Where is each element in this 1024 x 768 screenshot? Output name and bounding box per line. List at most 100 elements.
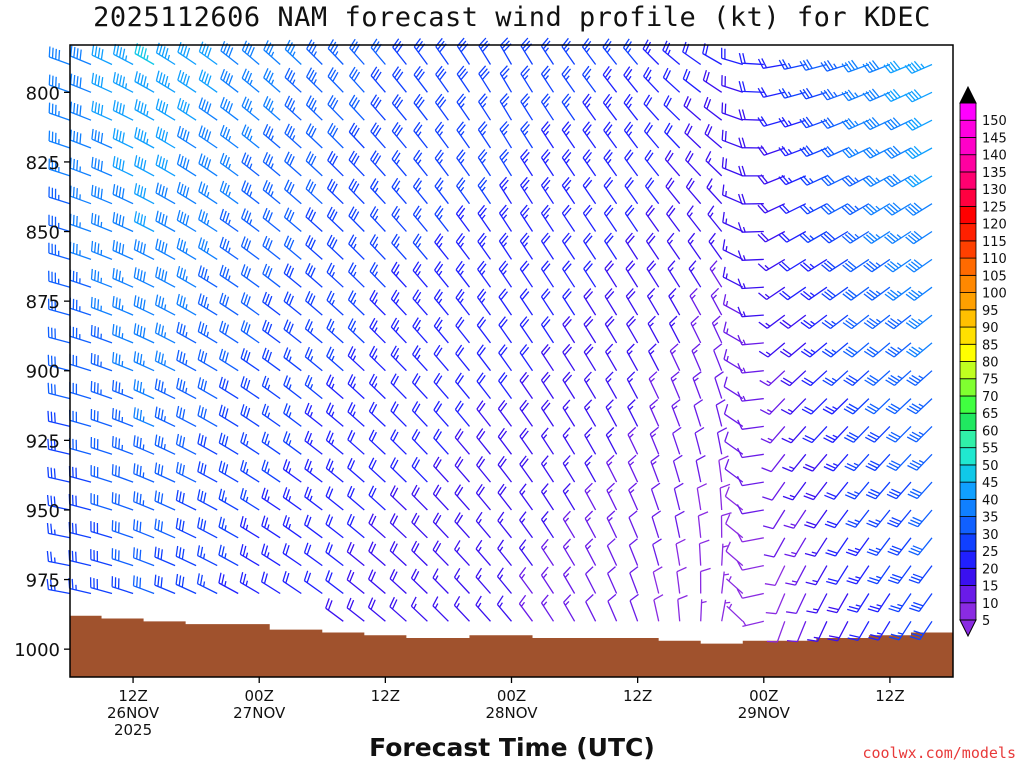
wind-barb bbox=[134, 99, 155, 121]
wind-barb bbox=[91, 156, 113, 177]
wind-barb bbox=[197, 405, 218, 427]
wind-barb bbox=[434, 205, 449, 232]
wind-barb bbox=[433, 456, 449, 483]
wind-barb bbox=[666, 205, 681, 232]
wind-barb bbox=[68, 578, 92, 595]
colorbar-swatch bbox=[959, 481, 977, 500]
wind-barb bbox=[757, 203, 786, 214]
wind-barb bbox=[218, 488, 239, 511]
colorbar-swatch bbox=[959, 412, 977, 431]
wind-barb bbox=[197, 321, 218, 344]
wind-barb bbox=[369, 206, 386, 232]
wind-barb bbox=[762, 481, 786, 501]
wind-barb bbox=[496, 567, 513, 594]
wind-barb bbox=[218, 432, 239, 455]
wind-barb bbox=[497, 455, 513, 483]
wind-barb bbox=[239, 488, 260, 511]
wind-barb bbox=[326, 206, 344, 232]
wind-barb bbox=[624, 177, 639, 205]
wind-barb bbox=[198, 97, 218, 121]
wind-barb bbox=[154, 518, 176, 539]
wind-barb bbox=[563, 594, 576, 622]
colorbar-swatch bbox=[959, 292, 977, 311]
wind-barb bbox=[133, 267, 155, 288]
wind-barb bbox=[802, 425, 828, 444]
wind-barb bbox=[197, 265, 218, 288]
wind-barb bbox=[778, 203, 807, 214]
colorbar-label: 5 bbox=[982, 614, 990, 629]
wind-barb bbox=[498, 204, 513, 232]
wind-barb bbox=[642, 39, 660, 65]
wind-barb bbox=[47, 298, 71, 316]
wind-barb bbox=[370, 150, 386, 177]
wind-barb bbox=[69, 213, 92, 233]
x-tick-label: 12Z bbox=[623, 687, 652, 705]
wind-barb bbox=[669, 343, 681, 371]
wind-barb bbox=[70, 45, 92, 66]
colorbar-swatch bbox=[959, 585, 977, 604]
wind-barb bbox=[583, 371, 597, 399]
wind-barb bbox=[112, 240, 134, 260]
colorbar-label: 80 bbox=[982, 356, 999, 371]
wind-barb bbox=[241, 152, 260, 177]
wind-barb bbox=[176, 125, 197, 149]
wind-barb bbox=[778, 145, 807, 157]
wind-barb bbox=[779, 314, 807, 329]
wind-barb bbox=[111, 520, 134, 539]
wind-barb bbox=[904, 174, 933, 188]
x-tick-label: 12Z bbox=[875, 687, 904, 705]
wind-barb bbox=[240, 404, 260, 427]
wind-barb bbox=[112, 324, 134, 344]
wind-barb bbox=[499, 65, 513, 93]
wind-barb bbox=[475, 567, 491, 594]
wind-barb bbox=[175, 517, 197, 539]
x-axis-label: Forecast Time (UTC) bbox=[369, 733, 655, 762]
wind-barb bbox=[155, 238, 176, 260]
wind-barb bbox=[346, 597, 365, 622]
wind-barb bbox=[736, 588, 764, 599]
wind-barb bbox=[90, 436, 113, 455]
wind-barb bbox=[154, 462, 176, 483]
wind-barb bbox=[47, 326, 71, 344]
wind-barb bbox=[477, 204, 492, 232]
colorbar-label: 130 bbox=[982, 183, 1007, 198]
wind-barb bbox=[519, 316, 534, 344]
wind-barb bbox=[561, 176, 576, 205]
wind-barb bbox=[689, 287, 702, 316]
wind-barb bbox=[348, 94, 365, 121]
colorbar-swatch bbox=[959, 395, 977, 414]
wind-barb bbox=[603, 121, 618, 149]
wind-barb bbox=[411, 373, 428, 400]
wind-barb bbox=[48, 186, 71, 205]
wind-barb bbox=[785, 565, 807, 586]
wind-barb bbox=[713, 343, 723, 371]
colorbar-swatch bbox=[959, 378, 977, 397]
wind-barb bbox=[218, 544, 239, 567]
wind-barb bbox=[842, 314, 870, 330]
wind-barb bbox=[884, 314, 912, 330]
wind-barb bbox=[800, 314, 828, 330]
colorbar-label: 20 bbox=[982, 562, 999, 577]
wind-barb bbox=[432, 596, 449, 622]
wind-barb bbox=[89, 577, 113, 595]
wind-barb bbox=[391, 177, 407, 205]
wind-barb bbox=[519, 427, 534, 455]
wind-barb bbox=[133, 323, 155, 344]
wind-barb bbox=[305, 151, 323, 177]
wind-barb bbox=[90, 352, 113, 372]
y-tick-label: 875 bbox=[26, 292, 60, 313]
wind-barb bbox=[303, 542, 323, 567]
wind-barb bbox=[175, 545, 197, 567]
wind-barb bbox=[607, 593, 618, 622]
wind-barb bbox=[864, 425, 891, 443]
wind-barb bbox=[907, 453, 933, 471]
wind-barb bbox=[708, 232, 723, 260]
wind-barb bbox=[369, 234, 386, 260]
wind-barb bbox=[862, 60, 891, 74]
wind-barb bbox=[282, 543, 302, 567]
wind-barb bbox=[540, 176, 555, 205]
wind-barb bbox=[540, 121, 555, 149]
wind-barb bbox=[628, 538, 639, 566]
wind-barb bbox=[863, 258, 891, 273]
wind-barb bbox=[540, 399, 555, 427]
